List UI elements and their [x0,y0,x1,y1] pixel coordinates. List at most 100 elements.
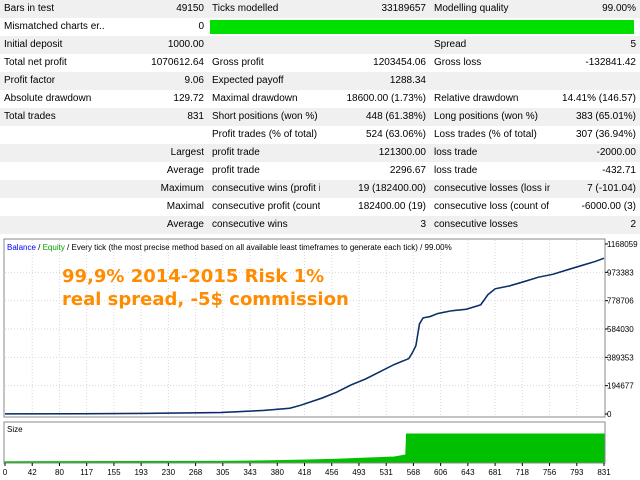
report-value: 448 (61.38%) [320,108,430,126]
report-label: Spread [430,36,550,54]
report-value: 7 (-101.04) [550,180,640,198]
report-value: 5 [550,36,640,54]
report-label [0,162,105,180]
x-tick-label: 343 [243,468,257,477]
report-label: Maximal drawdown [208,90,320,108]
x-tick-label: 155 [107,468,121,477]
report-value: 3 [320,216,430,234]
report-label: loss trade [430,144,550,162]
chart-legend: Balance / Equity / Every tick (the most … [7,243,452,252]
report-label: Ticks modelled [208,0,320,18]
x-axis-ticks: 0 42 80 117 155 193 230 268 305 343 380 418 456 493 53… [3,463,611,477]
report-label: consecutive profit (count ... [208,198,320,216]
report-label: Absolute drawdown [0,90,105,108]
report-value: Largest [105,144,208,162]
report-value: 1203454.06 [320,54,430,72]
y-tick-label: 389353 [607,353,634,362]
x-tick-label: 418 [298,468,312,477]
report-value: 1070612.64 [105,54,208,72]
report-row: Total trades 831 Short positions (won %) 44… [0,108,640,126]
report-row: Absolute drawdown 129.72 Maximal drawdown 1… [0,90,640,108]
report-label: Short positions (won %) [208,108,320,126]
x-tick-label: 305 [216,468,230,477]
size-area [4,433,605,463]
modelling-quality-bar [208,18,640,36]
report-value: -2000.00 [550,144,640,162]
balance-chart: Balance / Equity / Every tick (the most … [0,236,640,480]
report-value: 19 (182400.00) [320,180,430,198]
report-label [430,72,550,90]
report-label: Relative drawdown [430,90,550,108]
x-tick-label: 80 [55,468,64,477]
report-value: 524 (63.06%) [320,126,430,144]
report-value: 2296.67 [320,162,430,180]
x-tick-label: 493 [352,468,366,477]
y-tick-label: 973383 [607,268,634,277]
x-tick-label: 831 [597,468,611,477]
y-axis-ticks: 1168059 973383 778706 584030 389353 194677 0 [605,240,638,419]
balance-chart-svg: Balance / Equity / Every tick (the most … [3,238,638,477]
x-tick-label: 42 [28,468,37,477]
x-tick-label: 380 [271,468,285,477]
report-value: Average [105,216,208,234]
x-tick-label: 643 [461,468,475,477]
x-tick-label: 531 [380,468,394,477]
report-label [0,126,105,144]
equity-line [4,257,605,415]
x-tick-label: 756 [543,468,557,477]
report-label: consecutive wins (profit in... [208,180,320,198]
report-label: profit trade [208,144,320,162]
grid [5,240,604,416]
y-tick-label: 778706 [607,297,634,306]
y-tick-label: 0 [607,410,612,419]
report-value [320,36,430,54]
report-value: 182400.00 (19) [320,198,430,216]
report-label: Expected payoff [208,72,320,90]
report-row: Average consecutive wins 3 consecutive loss… [0,216,640,234]
x-tick-label: 230 [162,468,176,477]
report-label: Gross loss [430,54,550,72]
report-row: Initial deposit 1000.00 Spread 5 [0,36,640,54]
y-tick-label: 194677 [607,382,634,391]
report-value: 1288.34 [320,72,430,90]
report-value: 383 (65.01%) [550,108,640,126]
overlay-text-line2: real spread, -5$ commission [62,289,349,310]
x-tick-label: 456 [325,468,339,477]
report-value: 49150 [105,0,208,18]
report-label [208,36,320,54]
report-label: consecutive loss (count of ... [430,198,550,216]
legend-equity: Equity [43,243,65,252]
report-row: Bars in test 49150 Ticks modelled 33189657 M… [0,0,640,18]
report-label: Profit trades (% of total) [208,126,320,144]
x-tick-label: 0 [3,468,8,477]
x-tick-label: 718 [516,468,530,477]
report-value: 307 (36.94%) [550,126,640,144]
report-label [0,144,105,162]
report-value: Maximum [105,180,208,198]
report-value [550,72,640,90]
report-label: Long positions (won %) [430,108,550,126]
report-value: 18600.00 (1.73%) [320,90,430,108]
report-label: profit trade [208,162,320,180]
report-row: Maximal consecutive profit (count ... 1824… [0,198,640,216]
report-value: 2 [550,216,640,234]
report-row: Profit factor 9.06 Expected payoff 1288.34 [0,72,640,90]
report-value: 33189657 [320,0,430,18]
x-tick-label: 268 [189,468,203,477]
report-value: Average [105,162,208,180]
report-label: Initial deposit [0,36,105,54]
report-label: consecutive losses (loss in ... [430,180,550,198]
report-label: Gross profit [208,54,320,72]
report-value: -6000.00 (3) [550,198,640,216]
report-label: consecutive losses [430,216,550,234]
y-tick-label: 584030 [607,325,634,334]
report-value: 0 [105,18,208,36]
report-row: Profit trades (% of total) 524 (63.06%) Lo… [0,126,640,144]
report-label: Total net profit [0,54,105,72]
report-label: Bars in test [0,0,105,18]
report-value: 831 [105,108,208,126]
series-layer [4,257,605,415]
report-label: consecutive wins [208,216,320,234]
report-value: Maximal [105,198,208,216]
